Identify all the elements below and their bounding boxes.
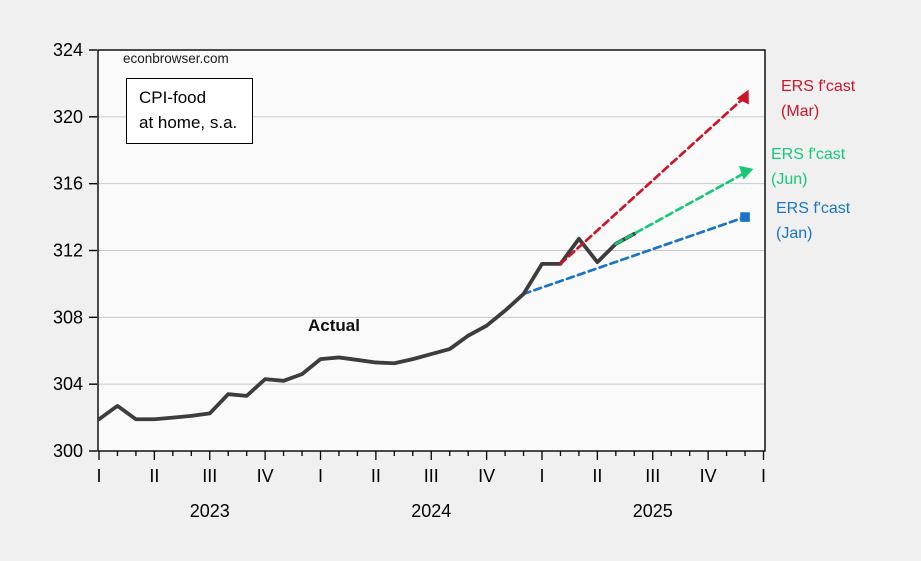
forecast-label-mar-line2: (Mar) — [781, 103, 820, 120]
x-axis-quarter-label: I — [761, 466, 766, 486]
y-axis-tick-label: 316 — [53, 174, 83, 194]
forecast-label-mar-line1: ERS f'cast — [781, 78, 856, 95]
x-axis-quarter-label: IV — [478, 466, 495, 486]
y-axis-tick-label: 304 — [53, 374, 83, 394]
x-axis-quarter-label: IV — [257, 466, 274, 486]
marker-square-icon — [740, 212, 750, 222]
series-line-actual — [97, 231, 637, 422]
x-axis-quarter-label: II — [371, 466, 381, 486]
x-axis-quarter-label: II — [149, 466, 159, 486]
actual-series-label: Actual — [308, 316, 360, 335]
x-axis-quarter-label: I — [318, 466, 323, 486]
x-axis-quarter-label: IV — [700, 466, 717, 486]
y-axis-tick-label: 308 — [53, 307, 83, 327]
x-axis-year-label: 2024 — [411, 501, 451, 521]
marker-triangle-up-icon — [736, 89, 749, 105]
marker-triangle-down-icon — [738, 165, 754, 180]
x-axis-quarter-label: I — [539, 466, 544, 486]
forecast-label-jan: ERS f'cast (Jan) — [776, 196, 850, 246]
chart-title-line1: CPI-food — [139, 88, 207, 107]
watermark: econbrowser.com — [123, 51, 229, 66]
forecast-label-mar: ERS f'cast (Mar) — [781, 74, 855, 124]
forecast-label-jan-line2: (Jan) — [776, 225, 813, 242]
forecast-label-jan-line1: ERS f'cast — [776, 200, 851, 217]
y-axis-tick-label: 300 — [53, 441, 83, 461]
y-axis-tick-label: 324 — [53, 40, 83, 60]
x-axis-quarter-label: II — [592, 466, 602, 486]
x-axis-year-label: 2023 — [190, 501, 230, 521]
forecast-label-jun-line2: (Jun) — [771, 171, 808, 188]
series-line-ers-fcast-mar — [559, 95, 747, 266]
forecast-label-jun-line1: ERS f'cast — [771, 146, 846, 163]
x-axis-quarter-label: III — [424, 466, 439, 486]
x-axis-year-label: 2025 — [633, 501, 673, 521]
series-line-ers-fcast-jan — [522, 215, 747, 296]
forecast-label-jun: ERS f'cast (Jun) — [771, 142, 845, 192]
y-axis-tick-label: 320 — [53, 107, 83, 127]
y-axis-tick-label: 312 — [53, 241, 83, 261]
x-axis-quarter-label: III — [645, 466, 660, 486]
series-line-ers-fcast-jun — [614, 171, 747, 246]
x-axis-quarter-label: I — [96, 466, 101, 486]
chart-title-box: CPI-food at home, s.a. — [126, 78, 254, 144]
x-axis-quarter-label: III — [202, 466, 217, 486]
chart-title-line2: at home, s.a. — [139, 113, 238, 132]
